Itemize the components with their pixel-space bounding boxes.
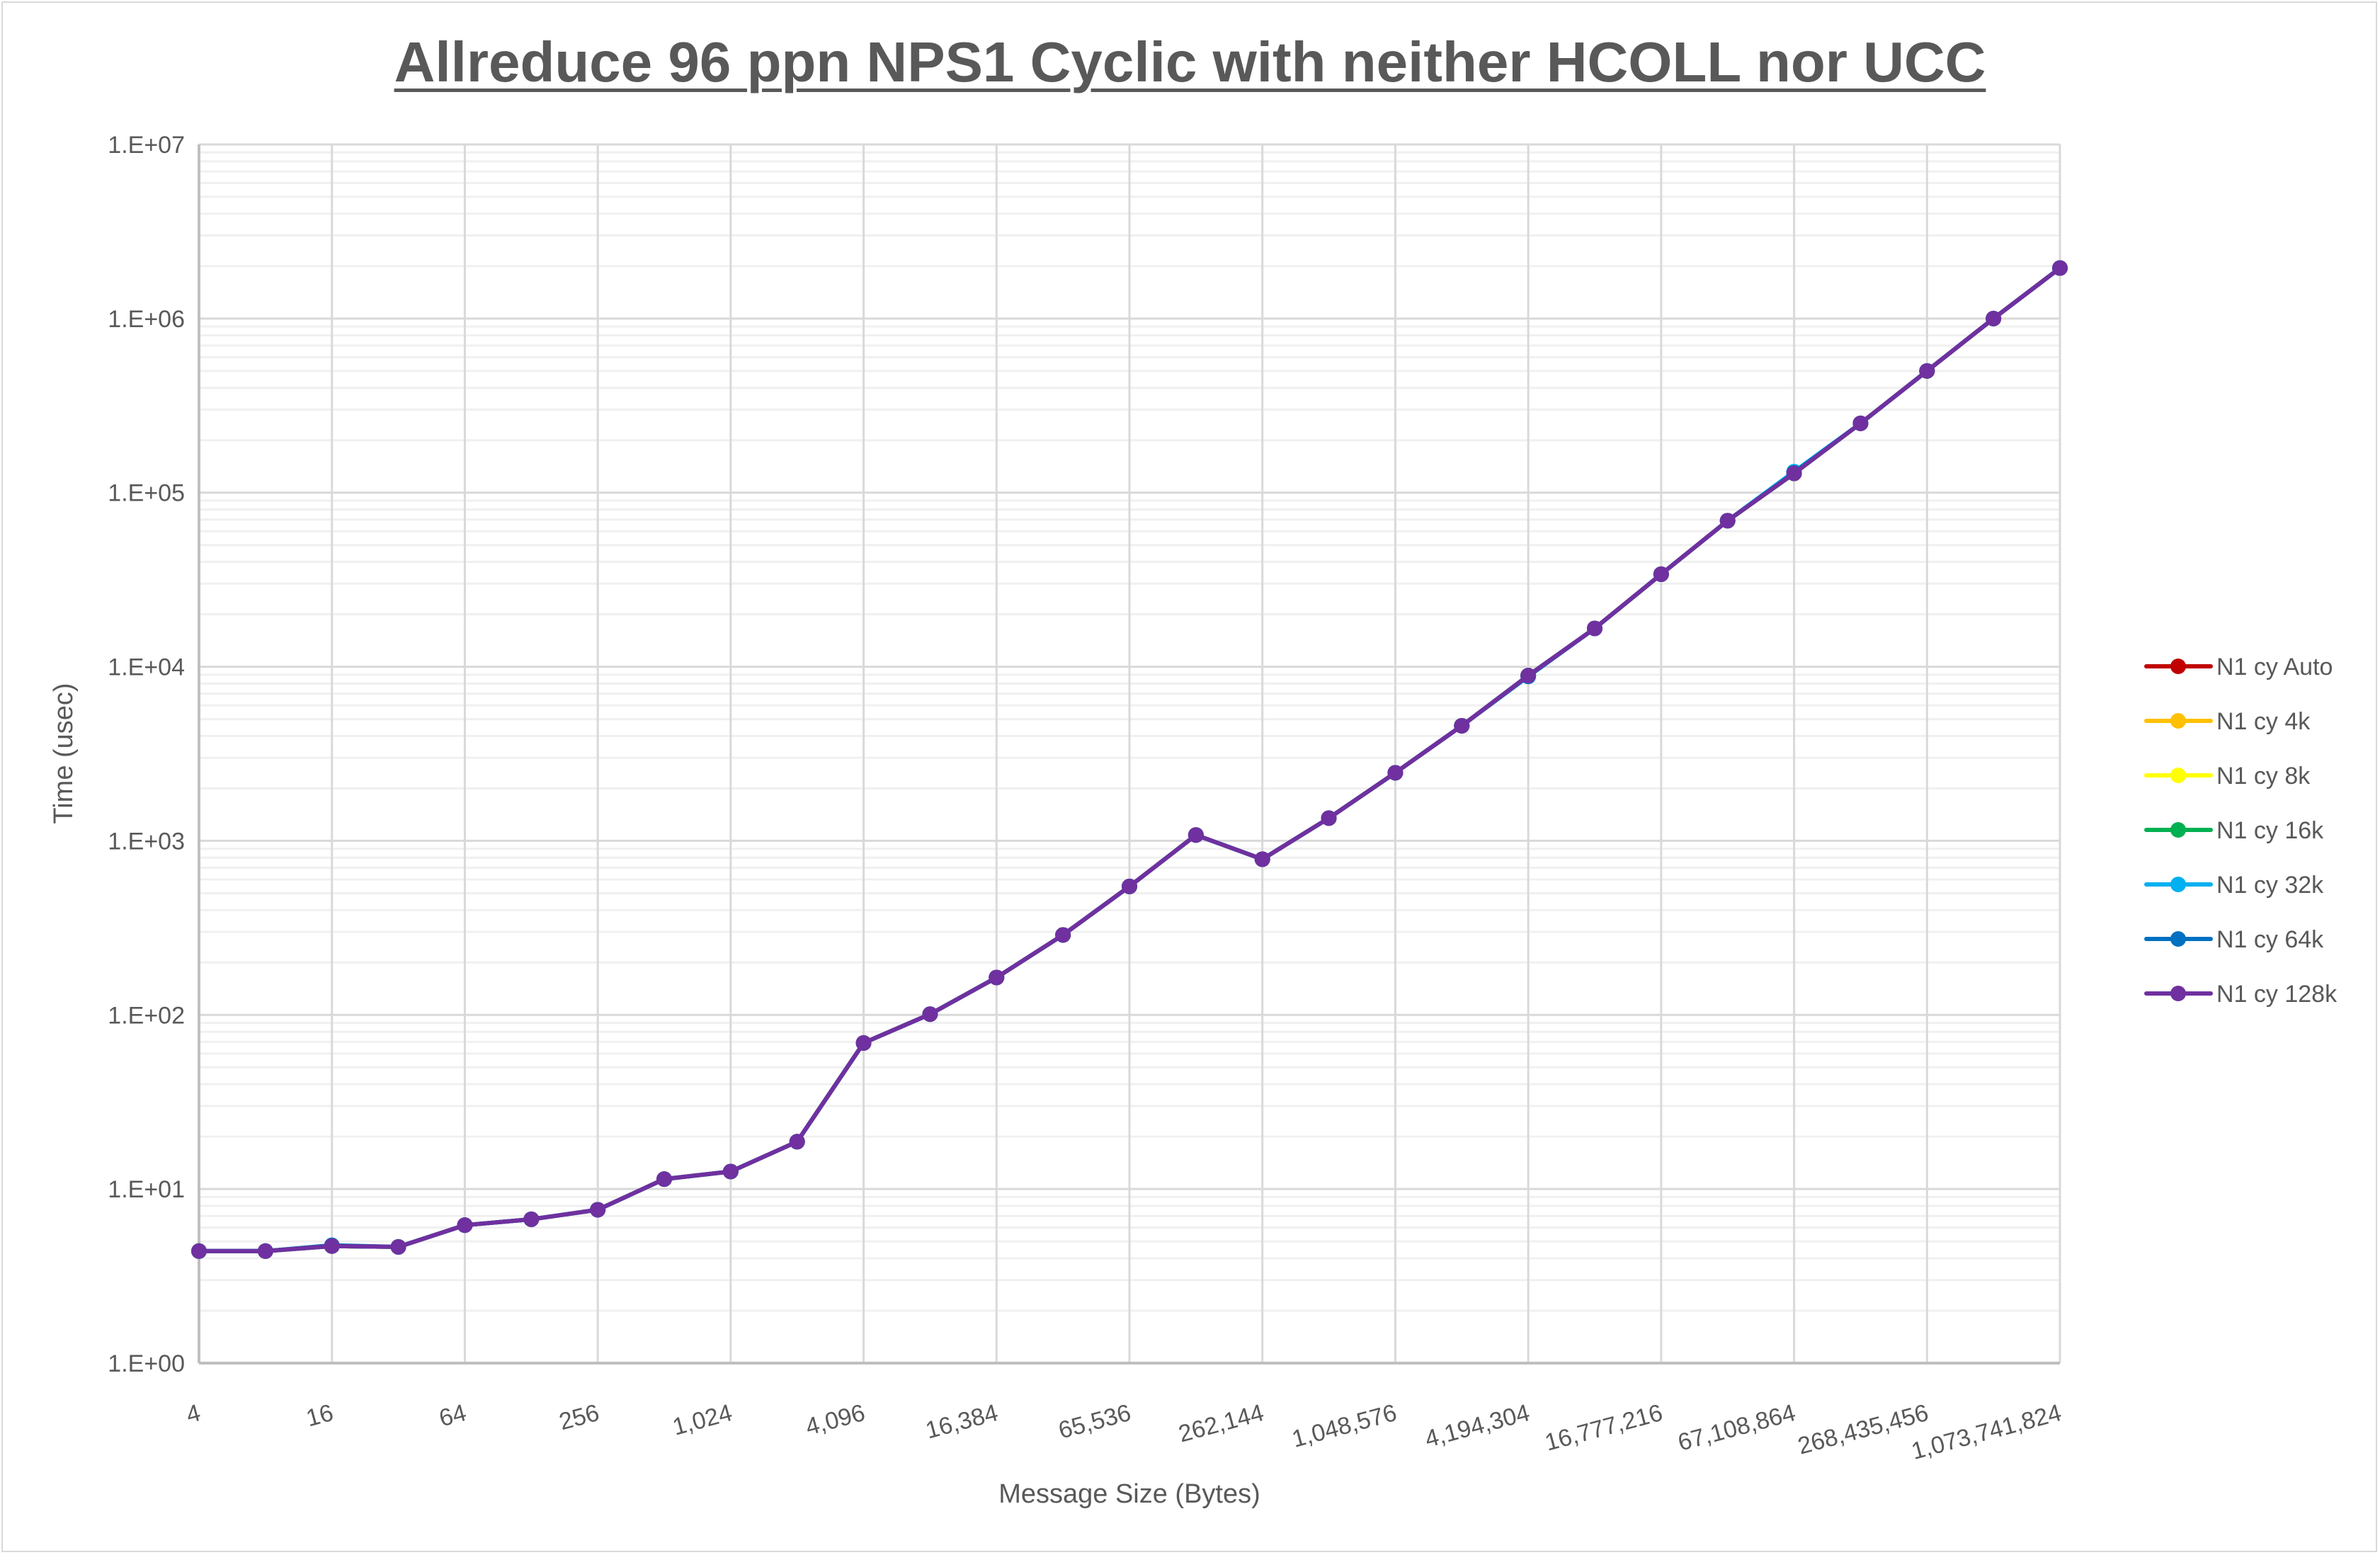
data-point	[2052, 260, 2068, 276]
data-point	[1321, 810, 1337, 826]
legend-item: N1 cy Auto	[2144, 654, 2333, 680]
x-tick-label: 4	[183, 1399, 203, 1429]
data-point	[1122, 878, 1137, 894]
gridlines	[198, 143, 2061, 1365]
axes: 1.E+00 1.E+01 1.E+02 1.E+03 1.E+04 1.E+05 1.E+…	[108, 132, 2064, 1465]
data-point	[789, 1134, 805, 1150]
y-tick-label: 1.E+00	[108, 1350, 185, 1377]
chart-title: Allreduce 96 ppn NPS1 Cyclic with neithe…	[394, 30, 1986, 93]
legend-marker	[2170, 931, 2186, 947]
data-point	[1055, 927, 1071, 943]
data-point	[523, 1211, 540, 1227]
y-axis-label: Time (usec)	[49, 683, 79, 824]
legend-marker	[2170, 986, 2186, 1001]
data-point	[1387, 765, 1403, 781]
data-point	[191, 1243, 207, 1259]
legend-label: N1 cy 32k	[2216, 872, 2324, 899]
y-tick-label: 1.E+06	[108, 306, 185, 333]
legend-item: N1 cy 32k	[2144, 872, 2324, 899]
legend-label: N1 cy 64k	[2216, 926, 2324, 953]
data-point	[922, 1006, 938, 1023]
data-point	[1719, 513, 1736, 529]
data-point	[457, 1217, 473, 1234]
x-tick-label: 16,777,216	[1542, 1399, 1666, 1457]
data-point	[722, 1163, 739, 1180]
data-point	[1454, 717, 1470, 734]
legend-item: N1 cy 64k	[2144, 926, 2324, 953]
legend-label: N1 cy 128k	[2216, 981, 2338, 1008]
y-tick-label: 1.E+01	[108, 1176, 185, 1203]
data-point	[1520, 668, 1537, 684]
legend-marker	[2170, 822, 2186, 838]
legend-label: N1 cy 8k	[2216, 763, 2311, 790]
data-point	[1919, 363, 1935, 379]
series-group	[191, 260, 2068, 1259]
legend-label: N1 cy 16k	[2216, 817, 2324, 844]
x-tick-label: 67,108,864	[1675, 1399, 1798, 1457]
x-tick-label: 1,048,576	[1289, 1399, 1400, 1453]
x-tick-label: 16	[303, 1399, 336, 1432]
legend-marker	[2170, 713, 2186, 729]
data-point	[324, 1238, 340, 1254]
x-tick-label: 262,144	[1175, 1399, 1267, 1448]
data-point	[590, 1202, 606, 1218]
data-point	[1653, 566, 1669, 582]
y-tick-label: 1.E+04	[108, 654, 185, 681]
legend-item: N1 cy 4k	[2144, 708, 2311, 735]
x-tick-label: 1,073,741,824	[1908, 1399, 2064, 1465]
y-tick-label: 1.E+07	[108, 132, 185, 159]
legend-marker	[2170, 768, 2186, 783]
data-point	[1188, 827, 1204, 843]
x-tick-label: 256	[557, 1399, 603, 1435]
y-tick-label: 1.E+03	[108, 828, 185, 855]
x-tick-label: 65,536	[1056, 1399, 1134, 1445]
data-point	[1587, 620, 1602, 637]
data-point	[1254, 851, 1270, 867]
x-tick-label: 1,024	[670, 1399, 735, 1441]
x-tick-label: 16,384	[923, 1399, 1001, 1445]
legend-label: N1 cy 4k	[2216, 708, 2311, 735]
legend-label: N1 cy Auto	[2216, 654, 2333, 680]
legend-item: N1 cy 8k	[2144, 763, 2311, 790]
data-point	[855, 1035, 872, 1051]
data-point	[989, 969, 1005, 986]
legend-marker	[2170, 877, 2186, 892]
data-point	[1786, 465, 1802, 482]
data-point	[1986, 310, 2002, 326]
series-n1-cy-128k	[191, 260, 2068, 1259]
data-point	[1852, 415, 1869, 431]
x-tick-label: 64	[436, 1399, 469, 1432]
legend-marker	[2170, 659, 2186, 674]
data-point	[257, 1243, 273, 1259]
data-point	[390, 1238, 406, 1255]
y-tick-label: 1.E+02	[108, 1002, 185, 1029]
x-tick-label: 4,194,304	[1422, 1399, 1532, 1453]
x-tick-label: 268,435,456	[1795, 1399, 1931, 1460]
x-tick-label: 4,096	[803, 1399, 868, 1441]
y-tick-label: 1.E+05	[108, 480, 185, 507]
x-axis-label: Message Size (Bytes)	[998, 1479, 1260, 1509]
legend: N1 cy Auto N1 cy 4k N1 cy 8k N1 cy 16k N1 cy…	[2144, 654, 2338, 1008]
legend-item: N1 cy 16k	[2144, 817, 2324, 844]
legend-item: N1 cy 128k	[2144, 981, 2338, 1008]
data-point	[656, 1171, 672, 1187]
